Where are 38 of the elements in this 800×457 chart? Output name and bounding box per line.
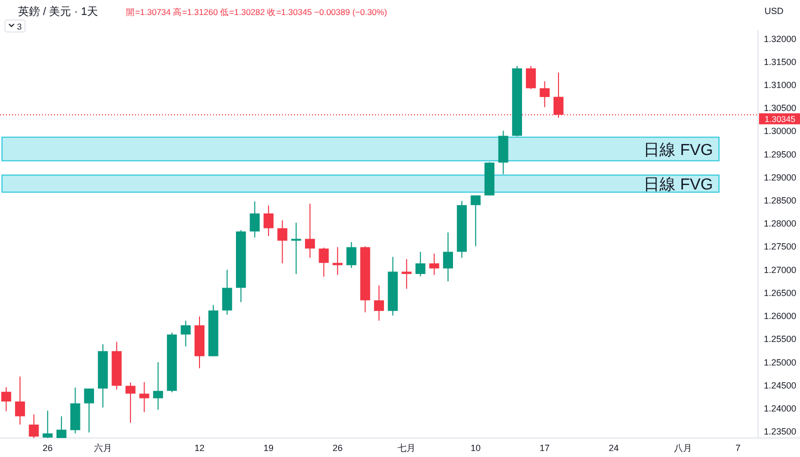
x-tick-label: 六月 — [94, 443, 112, 453]
annotation: 3 — [17, 22, 22, 32]
x-tick-label: 17 — [540, 443, 550, 453]
x-tick-label: 10 — [470, 443, 481, 453]
band: 日線 FVG — [2, 136, 720, 162]
y-tick-label: 1.28000 — [764, 218, 796, 229]
y-tick-label: 1.31500 — [764, 56, 796, 67]
y-tick-label: 1.26500 — [764, 288, 796, 298]
y-tick-label: 1.29500 — [764, 149, 796, 160]
y-tick-label: 1.25000 — [764, 357, 796, 368]
y-tick-label: 1.27000 — [764, 264, 796, 275]
ref-line-label: 1.30345 — [764, 114, 796, 124]
y-tick-label: 1.25500 — [764, 334, 796, 344]
x-tick-label: 八月 — [674, 443, 692, 453]
y-tick-label: 1.24000 — [764, 403, 796, 414]
y-tick-label: 1.24500 — [764, 380, 796, 390]
x-tick-label: 24 — [608, 443, 619, 453]
band-label: 日線 FVG — [644, 142, 713, 159]
y-tick-label: 1.29000 — [764, 172, 796, 182]
band-label: 日線 FVG — [644, 176, 713, 194]
band: 日線 FVG — [2, 174, 720, 194]
y-tick-label: 1.27500 — [764, 242, 796, 252]
y-tick-label: 1.30000 — [764, 126, 796, 136]
y-tick-label: 1.23500 — [764, 426, 796, 437]
chart-title: 英鎊 / 美元 · 1天 — [18, 5, 98, 18]
x-tick-label: 12 — [194, 443, 205, 453]
text: USD — [764, 6, 784, 16]
x-tick-label: 26 — [42, 443, 53, 453]
x-tick-label: 26 — [332, 443, 343, 453]
y-tick-label: 1.30500 — [764, 103, 796, 114]
y-tick-label: 1.26000 — [764, 311, 796, 322]
x-tick-label: 七月 — [398, 443, 416, 453]
chart-subtitle: 開=1.30734 高=1.31260 低=1.30282 收=1.30345 −0.00389 (−0.30%) — [126, 7, 388, 17]
x-tick-label: 7 — [735, 443, 740, 453]
x-tick-label: 19 — [264, 443, 274, 453]
y-tick-label: 1.28500 — [764, 196, 796, 206]
y-tick-label: 1.32000 — [764, 34, 796, 44]
y-tick-label: 1.31000 — [764, 80, 796, 90]
